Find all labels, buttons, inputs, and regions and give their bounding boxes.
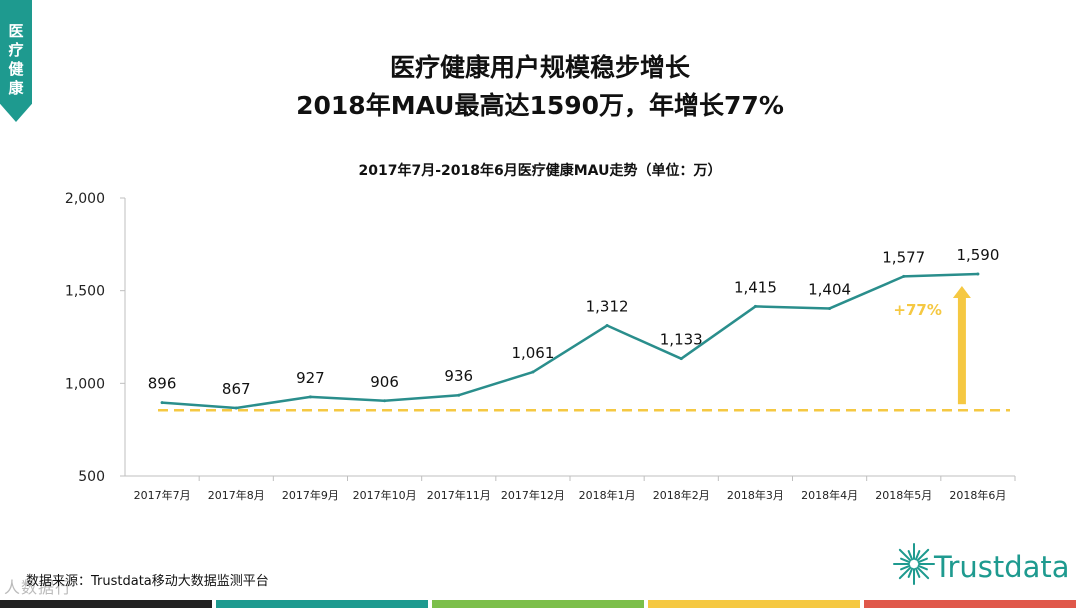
data-point — [902, 274, 906, 278]
starburst-ray — [898, 548, 912, 562]
starburst-ray — [900, 557, 911, 564]
data-source: 数据来源：Trustdata移动大数据监测平台 — [26, 574, 269, 589]
growth-arrow-head — [952, 285, 971, 298]
y-tick-label: 1,000 — [65, 376, 105, 392]
x-tick-label: 2017年12月 — [501, 488, 565, 502]
growth-arrow-shaft — [957, 295, 966, 405]
starburst-ray — [907, 567, 914, 578]
x-tick-label: 2018年4月 — [801, 488, 858, 502]
data-label: 927 — [296, 369, 325, 387]
data-point — [679, 357, 683, 361]
data-point — [160, 401, 164, 405]
starburst-ray — [917, 564, 928, 571]
data-point — [531, 370, 535, 374]
bottom-bar-segment — [216, 600, 428, 608]
data-label: 1,061 — [511, 344, 554, 362]
starburst-ray — [916, 548, 930, 562]
x-tick-label: 2018年1月 — [579, 488, 636, 502]
data-label: 936 — [444, 367, 473, 385]
bottom-bar-segment — [648, 600, 860, 608]
starburst-ray — [898, 566, 912, 580]
x-tick-label: 2018年5月 — [875, 488, 932, 502]
data-label: 867 — [222, 380, 251, 398]
logo-text: Trustdata — [934, 550, 1070, 584]
data-label: 906 — [370, 373, 399, 391]
data-label: 1,577 — [882, 248, 925, 266]
data-point — [234, 406, 238, 410]
growth-label: +77% — [893, 301, 941, 319]
page-title-line2: 2018年MAU最高达1590万，年增长77% — [296, 91, 784, 120]
starburst-ray — [914, 550, 921, 561]
x-tick-label: 2018年2月 — [653, 488, 710, 502]
section-tag-label: 医疗健康 — [8, 22, 24, 97]
bottom-color-bar — [0, 600, 1080, 608]
data-label: 1,133 — [660, 331, 703, 349]
x-tick-label: 2018年3月 — [727, 488, 784, 502]
watermark: 人数据行 — [4, 578, 73, 597]
data-label: 1,590 — [956, 246, 999, 264]
starburst-ray — [907, 550, 914, 561]
data-point — [828, 306, 832, 310]
data-point — [383, 399, 387, 403]
bottom-bar-segment — [864, 600, 1076, 608]
data-point — [976, 272, 980, 276]
data-label: 896 — [148, 375, 177, 393]
starburst-icon — [893, 543, 935, 585]
data-label: 1,312 — [586, 298, 629, 316]
starburst-ray — [900, 564, 911, 571]
data-point — [605, 324, 609, 328]
page-title-line1: 医疗健康用户规模稳步增长 — [389, 53, 690, 82]
data-label: 1,404 — [808, 280, 851, 298]
chart-title: 2017年7月-2018年6月医疗健康MAU走势（单位：万） — [358, 163, 722, 179]
data-point — [753, 304, 757, 308]
x-tick-label: 2017年9月 — [282, 488, 339, 502]
y-tick-label: 500 — [78, 469, 105, 485]
data-point — [308, 395, 312, 399]
mau-series-line — [161, 272, 978, 410]
starburst-ray — [916, 566, 930, 580]
data-label: 1,415 — [734, 278, 777, 296]
section-tag: 医疗健康 — [0, 0, 32, 122]
y-tick-label: 1,500 — [65, 284, 105, 300]
trustdata-logo: Trustdata — [892, 536, 1072, 592]
x-tick-label: 2018年6月 — [949, 488, 1006, 502]
x-tick-label: 2017年11月 — [427, 488, 491, 502]
y-tick-label: 2,000 — [65, 191, 105, 207]
x-tick-label: 2017年10月 — [353, 488, 417, 502]
x-tick-label: 2017年7月 — [134, 488, 191, 502]
starburst-ray — [917, 557, 928, 564]
x-tick-label: 2017年8月 — [208, 488, 265, 502]
starburst-ray — [914, 567, 921, 578]
bottom-bar-segment — [0, 600, 212, 608]
bottom-bar-segment — [432, 600, 644, 608]
data-point — [457, 393, 461, 397]
